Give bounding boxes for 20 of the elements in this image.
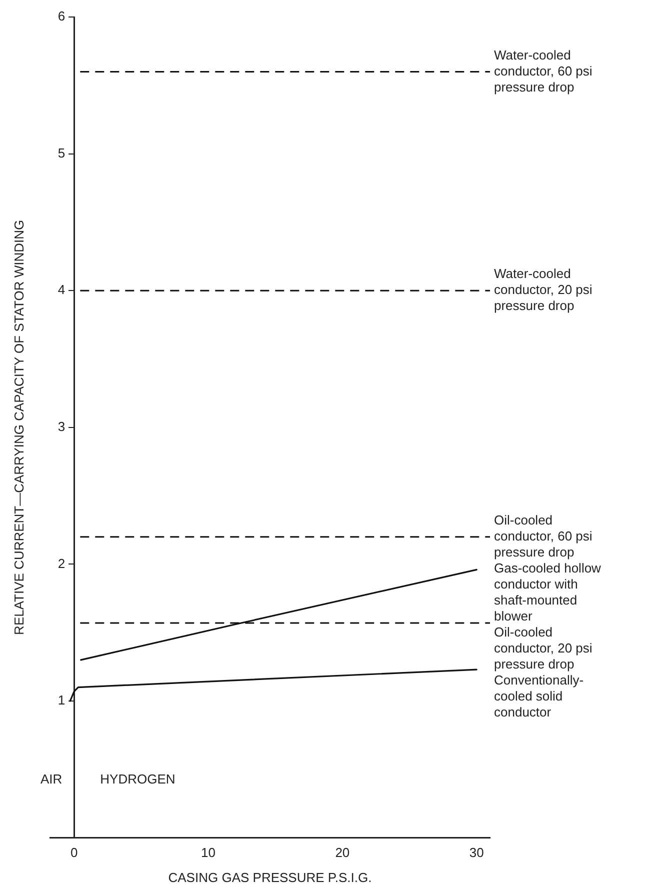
x-tick-label: 10 (201, 845, 216, 860)
ref-line-label: Oil-cooled conductor, 20 psi pressure drop (494, 624, 592, 672)
y-tick-label: 1 (58, 692, 66, 708)
annotation: HYDROGEN (100, 771, 176, 786)
y-tick-label: 6 (58, 8, 66, 24)
ref-line-label: Water-cooled conductor, 60 psi pressure drop (494, 47, 592, 94)
x-axis-title: CASING GAS PRESSURE P.S.I.G. (168, 870, 372, 885)
x-tick-label: 20 (335, 845, 350, 860)
y-tick-label: 4 (58, 282, 66, 298)
y-tick-label: 2 (58, 556, 66, 571)
x-tick-label: 30 (469, 845, 484, 860)
ref-line-label: Oil-cooled conductor, 60 psi pressure drop (494, 512, 592, 560)
y-axis-title: RELATIVE CURRENT—CARRYING CAPACITY OF STATOR WINDING (12, 220, 27, 635)
y-tick-label: 3 (58, 418, 66, 434)
annotation: AIR (40, 771, 62, 786)
ref-line-label: Water-cooled conductor, 20 psi pressure drop (494, 266, 592, 314)
series-label: Gas-cooled hollow conductor with shaft-mounted blower (494, 560, 602, 624)
y-tick-label: 5 (58, 145, 66, 160)
x-tick-label: 0 (70, 845, 78, 860)
series-label: Conventionally-cooled solid conductor (494, 672, 584, 720)
